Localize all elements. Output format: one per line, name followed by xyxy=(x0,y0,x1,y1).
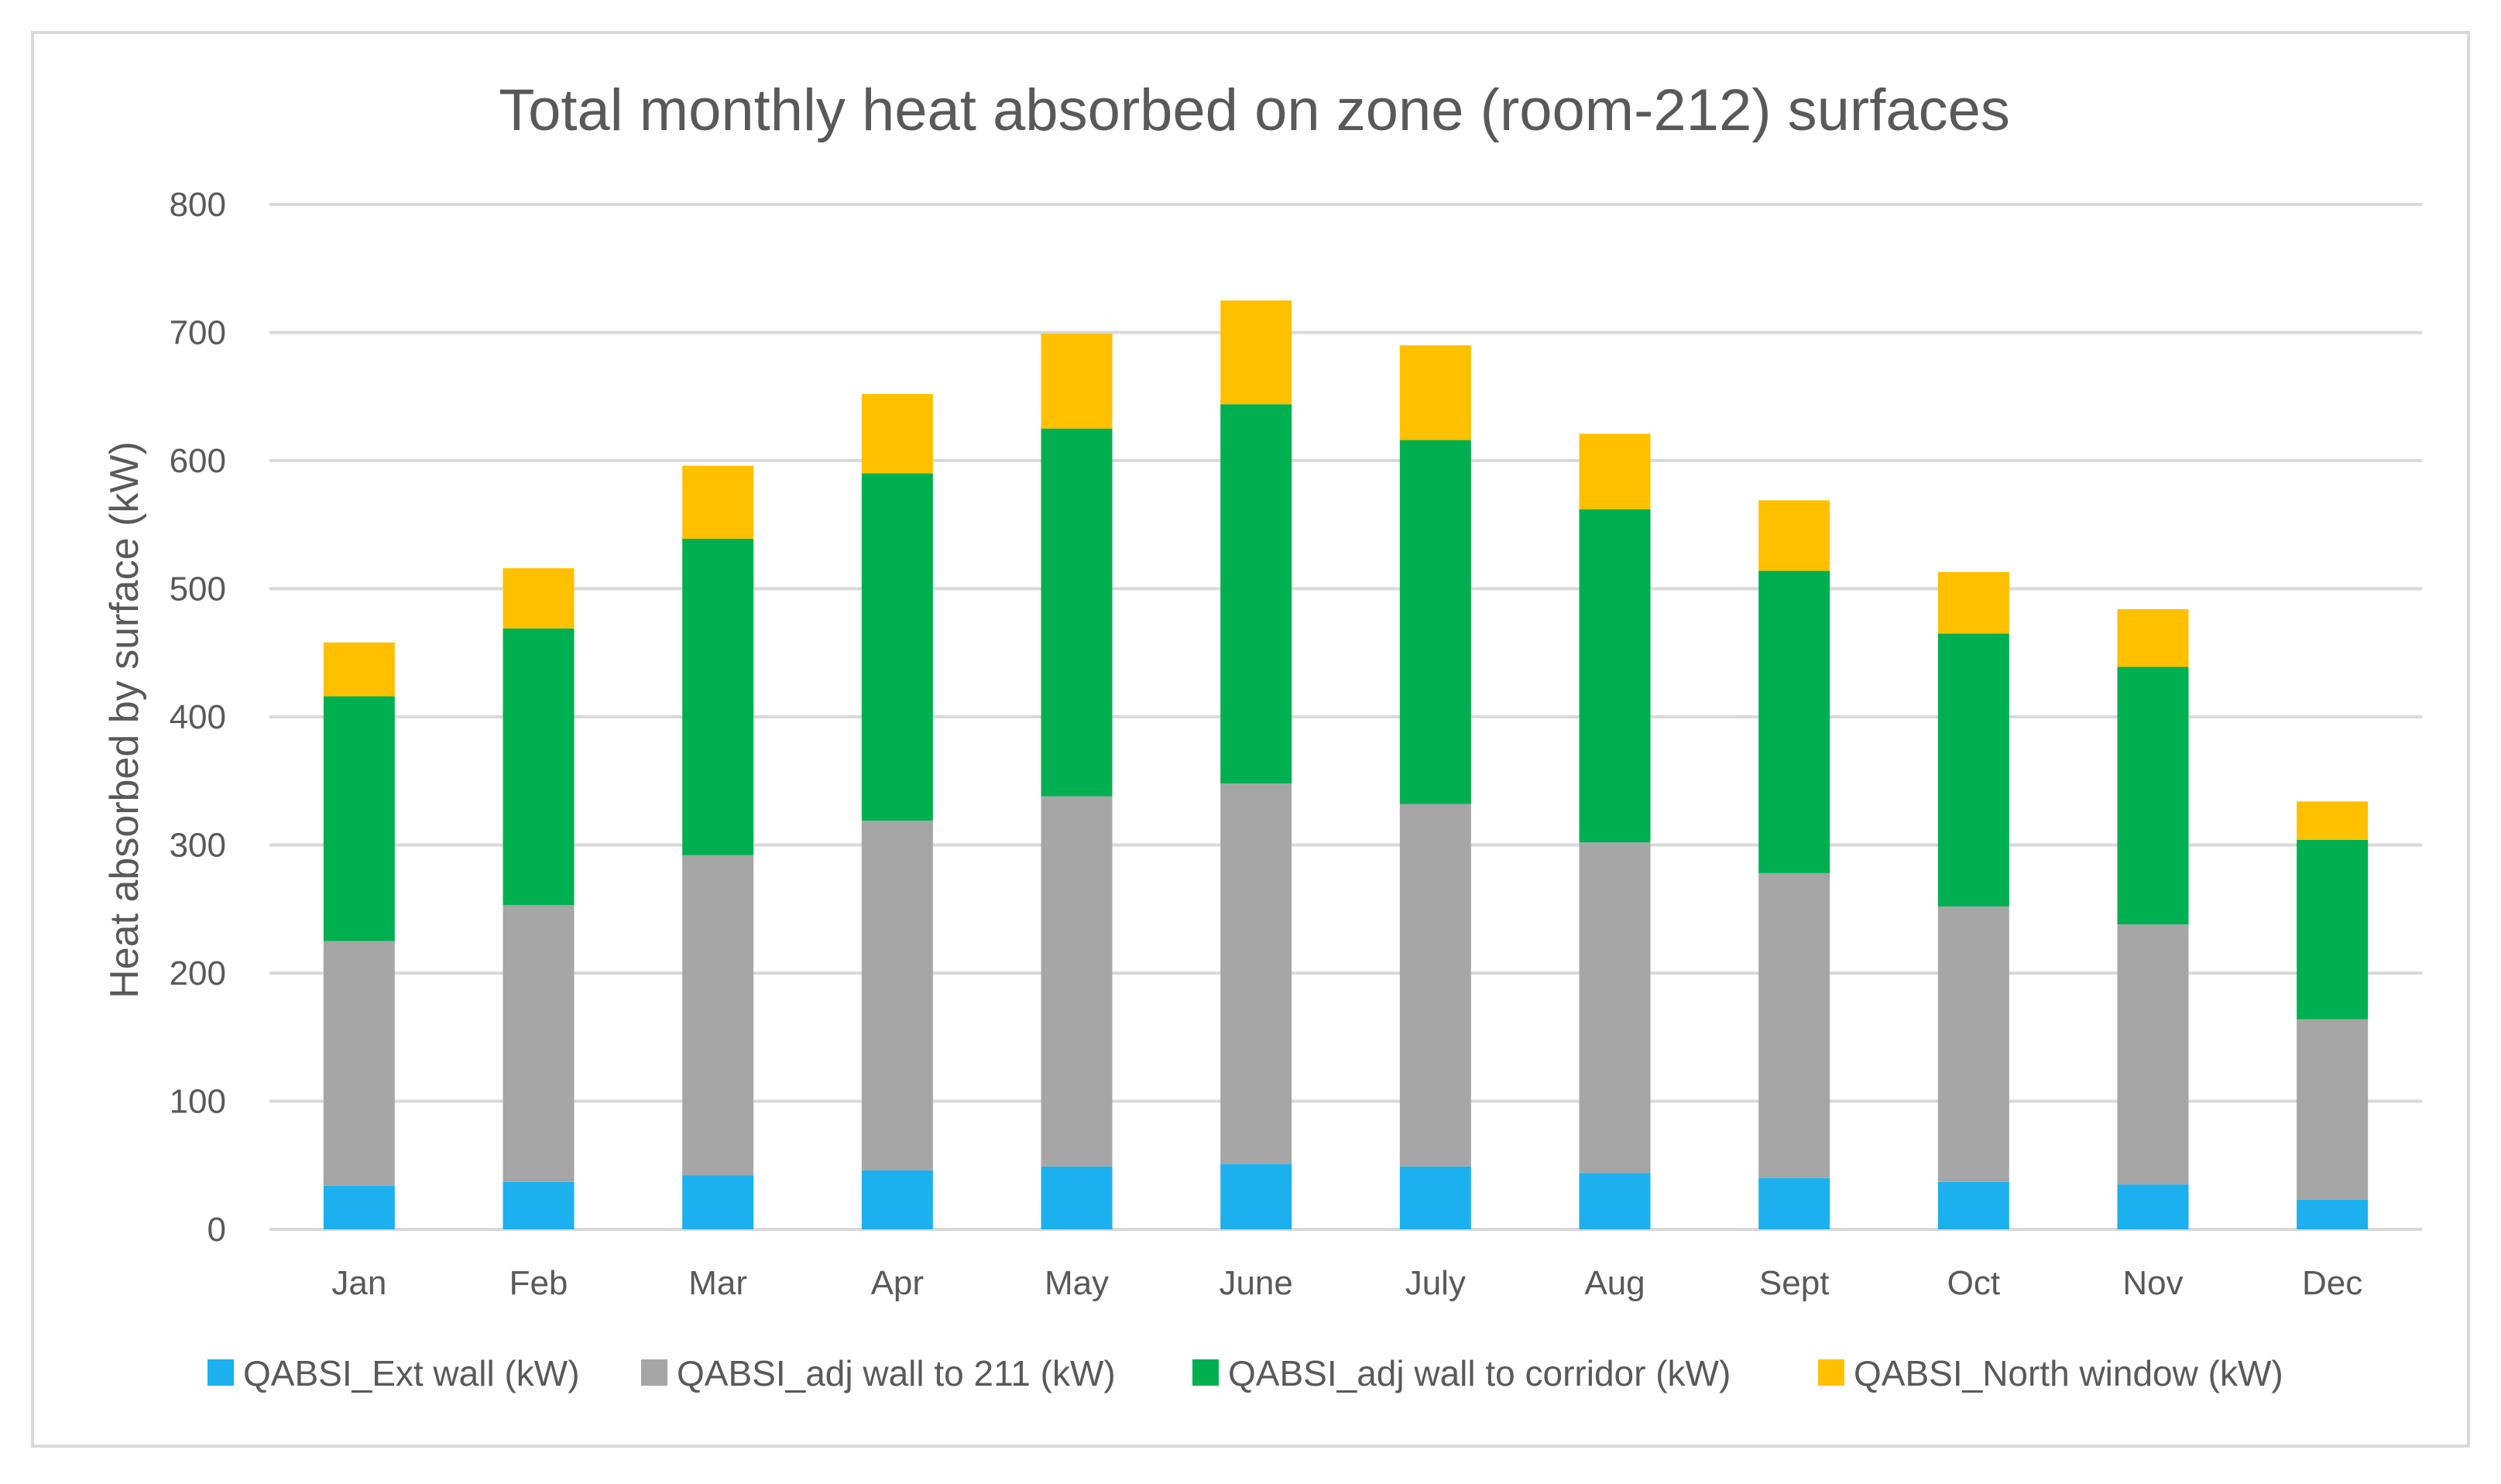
bar-segment-qabsi-north-window-kw-sept xyxy=(1758,500,1830,571)
bar-segment-qabsi-adj-wall-to-211-kw-oct xyxy=(1937,906,2009,1182)
y-tick-label: 0 xyxy=(208,1211,226,1249)
legend-item: QABSI_Ext wall (kW) xyxy=(208,1353,580,1393)
bar-segment-qabsi-north-window-kw-dec xyxy=(2297,801,2369,840)
legend-item: QABSI_adj wall to corridor (kW) xyxy=(1192,1353,1731,1393)
bar-segment-qabsi-north-window-kw-oct xyxy=(1937,571,2009,634)
bar-segment-qabsi-adj-wall-to-211-kw-june xyxy=(1220,783,1292,1164)
bar-segment-qabsi-adj-wall-to-211-kw-mar xyxy=(682,855,754,1176)
legend-swatch xyxy=(208,1359,234,1386)
bar-segment-qabsi-adj-wall-to-211-kw-sept xyxy=(1758,872,1830,1178)
bar-segment-qabsi-north-window-kw-jan xyxy=(323,643,395,697)
bar-segment-qabsi-adj-wall-to-211-kw-apr xyxy=(861,821,933,1170)
x-axis-ticks: Jan Feb Mar Apr May June July Aug Sept Oct Nov Dec xyxy=(331,1264,2362,1302)
gridlines xyxy=(269,203,2422,1231)
legend-label: QABSI_Ext wall (kW) xyxy=(243,1353,580,1393)
x-tick-label: June xyxy=(1219,1264,1292,1302)
bar-segment-qabsi-north-window-kw-mar xyxy=(682,465,754,539)
x-tick-label: May xyxy=(1045,1264,1109,1302)
bar-segment-qabsi-adj-wall-to-corridor-kw-june xyxy=(1220,404,1292,784)
x-tick-label: Nov xyxy=(2122,1264,2183,1302)
bar-segment-qabsi-adj-wall-to-corridor-kw-apr xyxy=(861,473,933,821)
bar-segment-qabsi-ext-wall-kw-nov xyxy=(2117,1184,2189,1229)
legend-label: QABSI_adj wall to 211 (kW) xyxy=(677,1353,1116,1393)
legend-swatch xyxy=(1818,1359,1844,1386)
bar-segment-qabsi-ext-wall-kw-june xyxy=(1220,1164,1292,1229)
x-tick-label: Feb xyxy=(509,1264,568,1302)
x-tick-label: Mar xyxy=(688,1264,747,1302)
bar-segment-qabsi-ext-wall-kw-may xyxy=(1041,1166,1113,1229)
y-tick-label: 800 xyxy=(170,186,226,224)
x-tick-label: Aug xyxy=(1584,1264,1645,1302)
x-tick-label: July xyxy=(1405,1264,1466,1302)
bar-segment-qabsi-north-window-kw-aug xyxy=(1579,434,1651,509)
bar-segment-qabsi-ext-wall-kw-feb xyxy=(503,1181,575,1229)
x-tick-label: Dec xyxy=(2302,1264,2362,1302)
bar-segment-qabsi-ext-wall-kw-mar xyxy=(682,1175,754,1229)
bar-segment-qabsi-north-window-kw-apr xyxy=(861,393,933,474)
legend-item: QABSI_North window (kW) xyxy=(1818,1353,2283,1393)
y-axis-ticks: 0 100 200 300 400 500 600 700 800 xyxy=(170,186,226,1249)
bar-segment-qabsi-ext-wall-kw-oct xyxy=(1937,1181,2009,1229)
y-tick-label: 700 xyxy=(170,314,226,352)
bar-segment-qabsi-adj-wall-to-corridor-kw-july xyxy=(1399,440,1471,804)
bar-segment-qabsi-adj-wall-to-corridor-kw-jan xyxy=(323,696,395,941)
chart-title: Total monthly heat absorbed on zone (roo… xyxy=(499,77,2010,143)
bar-segment-qabsi-adj-wall-to-211-kw-nov xyxy=(2117,924,2189,1185)
bar-segment-qabsi-adj-wall-to-corridor-kw-may xyxy=(1041,428,1113,797)
bar-segment-qabsi-adj-wall-to-corridor-kw-feb xyxy=(503,628,575,906)
bar-segment-qabsi-adj-wall-to-corridor-kw-dec xyxy=(2297,839,2369,1020)
bar-segment-qabsi-adj-wall-to-211-kw-jan xyxy=(323,941,395,1186)
bar-segment-qabsi-north-window-kw-july xyxy=(1399,345,1471,440)
bar-segment-qabsi-adj-wall-to-corridor-kw-aug xyxy=(1579,509,1651,843)
bar-segment-qabsi-north-window-kw-nov xyxy=(2117,608,2189,667)
legend-swatch xyxy=(641,1359,667,1386)
bar-segment-qabsi-ext-wall-kw-dec xyxy=(2297,1199,2369,1229)
bar-segment-qabsi-ext-wall-kw-apr xyxy=(861,1170,933,1229)
legend-item: QABSI_adj wall to 211 (kW) xyxy=(641,1353,1116,1393)
bar-segment-qabsi-adj-wall-to-corridor-kw-sept xyxy=(1758,571,1830,873)
bar-segment-qabsi-north-window-kw-feb xyxy=(503,568,575,629)
bar-segment-qabsi-north-window-kw-may xyxy=(1041,334,1113,429)
y-tick-label: 100 xyxy=(170,1083,226,1121)
bars xyxy=(323,300,2369,1229)
y-axis-title: Heat absorbed by surface (kW) xyxy=(102,441,147,999)
bar-segment-qabsi-ext-wall-kw-sept xyxy=(1758,1177,1830,1229)
bar-segment-qabsi-adj-wall-to-corridor-kw-mar xyxy=(682,538,754,855)
legend-label: QABSI_adj wall to corridor (kW) xyxy=(1228,1353,1731,1393)
bar-segment-qabsi-adj-wall-to-211-kw-aug xyxy=(1579,842,1651,1174)
bar-segment-qabsi-adj-wall-to-corridor-kw-nov xyxy=(2117,667,2189,925)
bar-segment-qabsi-ext-wall-kw-aug xyxy=(1579,1173,1651,1229)
y-tick-label: 500 xyxy=(170,571,226,608)
bar-segment-qabsi-north-window-kw-june xyxy=(1220,300,1292,405)
y-tick-label: 600 xyxy=(170,442,226,480)
bar-segment-qabsi-ext-wall-kw-july xyxy=(1399,1166,1471,1229)
bar-segment-qabsi-ext-wall-kw-jan xyxy=(323,1185,395,1229)
x-tick-label: Oct xyxy=(1947,1264,2000,1302)
bar-segment-qabsi-adj-wall-to-211-kw-dec xyxy=(2297,1019,2369,1200)
legend: QABSI_Ext wall (kW) QABSI_adj wall to 211… xyxy=(208,1353,2283,1393)
bar-segment-qabsi-adj-wall-to-211-kw-may xyxy=(1041,796,1113,1167)
bar-segment-qabsi-adj-wall-to-corridor-kw-oct xyxy=(1937,633,2009,907)
y-tick-label: 400 xyxy=(170,698,226,736)
x-tick-label: Jan xyxy=(331,1264,386,1302)
legend-swatch xyxy=(1192,1359,1219,1386)
bar-segment-qabsi-adj-wall-to-211-kw-july xyxy=(1399,804,1471,1167)
legend-label: QABSI_North window (kW) xyxy=(1854,1353,2283,1393)
y-tick-label: 200 xyxy=(170,954,226,992)
x-tick-label: Sept xyxy=(1759,1264,1830,1302)
bar-segment-qabsi-adj-wall-to-211-kw-feb xyxy=(503,905,575,1182)
y-tick-label: 300 xyxy=(170,827,226,865)
x-tick-label: Apr xyxy=(871,1264,924,1302)
